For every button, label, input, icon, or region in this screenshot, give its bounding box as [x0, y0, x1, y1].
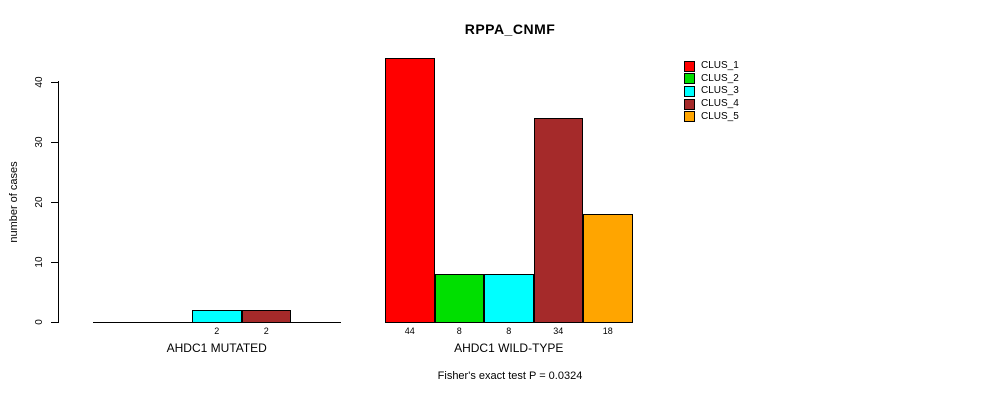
- legend-item-clus_4: CLUS_4: [684, 98, 739, 111]
- group-label: AHDC1 WILD-TYPE: [454, 341, 564, 355]
- y-tick-mark: [51, 82, 58, 83]
- bar-clus_2: [434, 274, 484, 323]
- bar-value-label: 18: [602, 326, 613, 336]
- legend-item-clus_1: CLUS_1: [684, 60, 739, 73]
- bar-clus_3: [192, 310, 242, 323]
- group-label: AHDC1 MUTATED: [166, 341, 267, 355]
- y-tick-label: 40: [34, 76, 45, 88]
- legend: CLUS_1 CLUS_2 CLUS_3 CLUS_4 CLUS_5: [684, 60, 739, 123]
- y-tick-mark: [51, 202, 58, 203]
- y-tick-label: 20: [34, 196, 45, 208]
- bar-value-label: 34: [553, 326, 564, 336]
- legend-label: CLUS_4: [701, 98, 739, 110]
- legend-label: CLUS_5: [701, 110, 739, 122]
- y-axis-line: [58, 81, 59, 323]
- bar-value-label: 44: [404, 326, 415, 336]
- legend-item-clus_2: CLUS_2: [684, 73, 739, 86]
- bar-clus_3: [484, 274, 534, 323]
- y-tick-mark: [51, 142, 58, 143]
- bar-clus_5: [583, 214, 633, 323]
- bar-value-label: 2: [214, 326, 220, 336]
- legend-swatch-icon: [684, 111, 695, 123]
- bar-value-label: 8: [456, 326, 462, 336]
- legend-label: CLUS_2: [701, 72, 739, 84]
- bar-value-label: 8: [506, 326, 512, 336]
- bar-clus_4: [241, 310, 291, 323]
- y-tick-label: 10: [34, 256, 45, 268]
- y-axis-title: number of cases: [8, 161, 20, 243]
- y-tick-label: 30: [34, 136, 45, 148]
- stat-caption: Fisher's exact test P = 0.0324: [437, 370, 583, 382]
- legend-swatch-icon: [684, 85, 695, 97]
- legend-label: CLUS_1: [701, 60, 739, 72]
- legend-label: CLUS_3: [701, 85, 739, 97]
- chart-title: RPPA_CNMF: [464, 21, 556, 37]
- bar-value-label: 2: [263, 326, 269, 336]
- legend-item-clus_5: CLUS_5: [684, 110, 739, 123]
- bar-clus_1: [385, 58, 435, 323]
- y-tick-mark: [51, 262, 58, 263]
- y-tick-label: 0: [34, 319, 45, 325]
- y-tick-mark: [51, 322, 58, 323]
- legend-swatch-icon: [684, 73, 695, 85]
- legend-item-clus_3: CLUS_3: [684, 85, 739, 98]
- legend-swatch-icon: [684, 98, 695, 110]
- legend-swatch-icon: [684, 60, 695, 72]
- bar-clus_4: [533, 118, 583, 323]
